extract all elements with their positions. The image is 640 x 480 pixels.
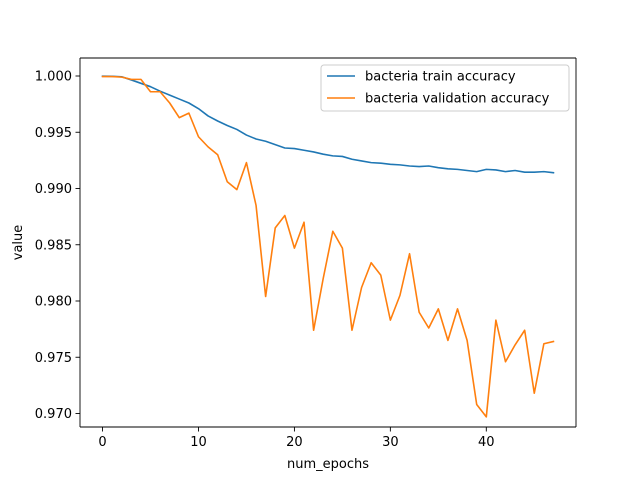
plot-area (80, 58, 576, 427)
y-tick-label: 0.990 (35, 182, 72, 197)
x-tick-label: 30 (382, 435, 399, 450)
y-axis-label: value (11, 225, 26, 261)
series-layer (101, 75, 555, 418)
legend-box (320, 64, 570, 112)
y-tick-label: 0.985 (35, 238, 72, 253)
x-tick-label: 40 (478, 435, 495, 450)
series-line-validation-accuracy (101, 75, 555, 418)
y-tick-label: 0.970 (35, 407, 72, 422)
x-tick-label: 0 (98, 435, 106, 450)
x-tick-label: 10 (190, 435, 207, 450)
x-tick-label: 20 (286, 435, 303, 450)
y-tick-label: 1.000 (35, 70, 72, 85)
y-tick-label: 0.980 (35, 295, 72, 310)
axes-layer (79, 57, 577, 428)
legend-label: bacteria train accuracy (365, 70, 516, 85)
x-axis-label: num_epochs (287, 457, 369, 472)
series-line-train-accuracy (101, 75, 555, 174)
ticks-layer: 0 10 20 30 40 0.970 0.975 0.980 0.985 0.990 0.995 1… (35, 70, 495, 451)
y-tick-label: 0.975 (35, 351, 72, 366)
y-tick-label: 0.995 (35, 126, 72, 141)
legend-label: bacteria validation accuracy (365, 92, 550, 107)
legend: bacteria train accuracy bacteria validati… (320, 64, 570, 112)
